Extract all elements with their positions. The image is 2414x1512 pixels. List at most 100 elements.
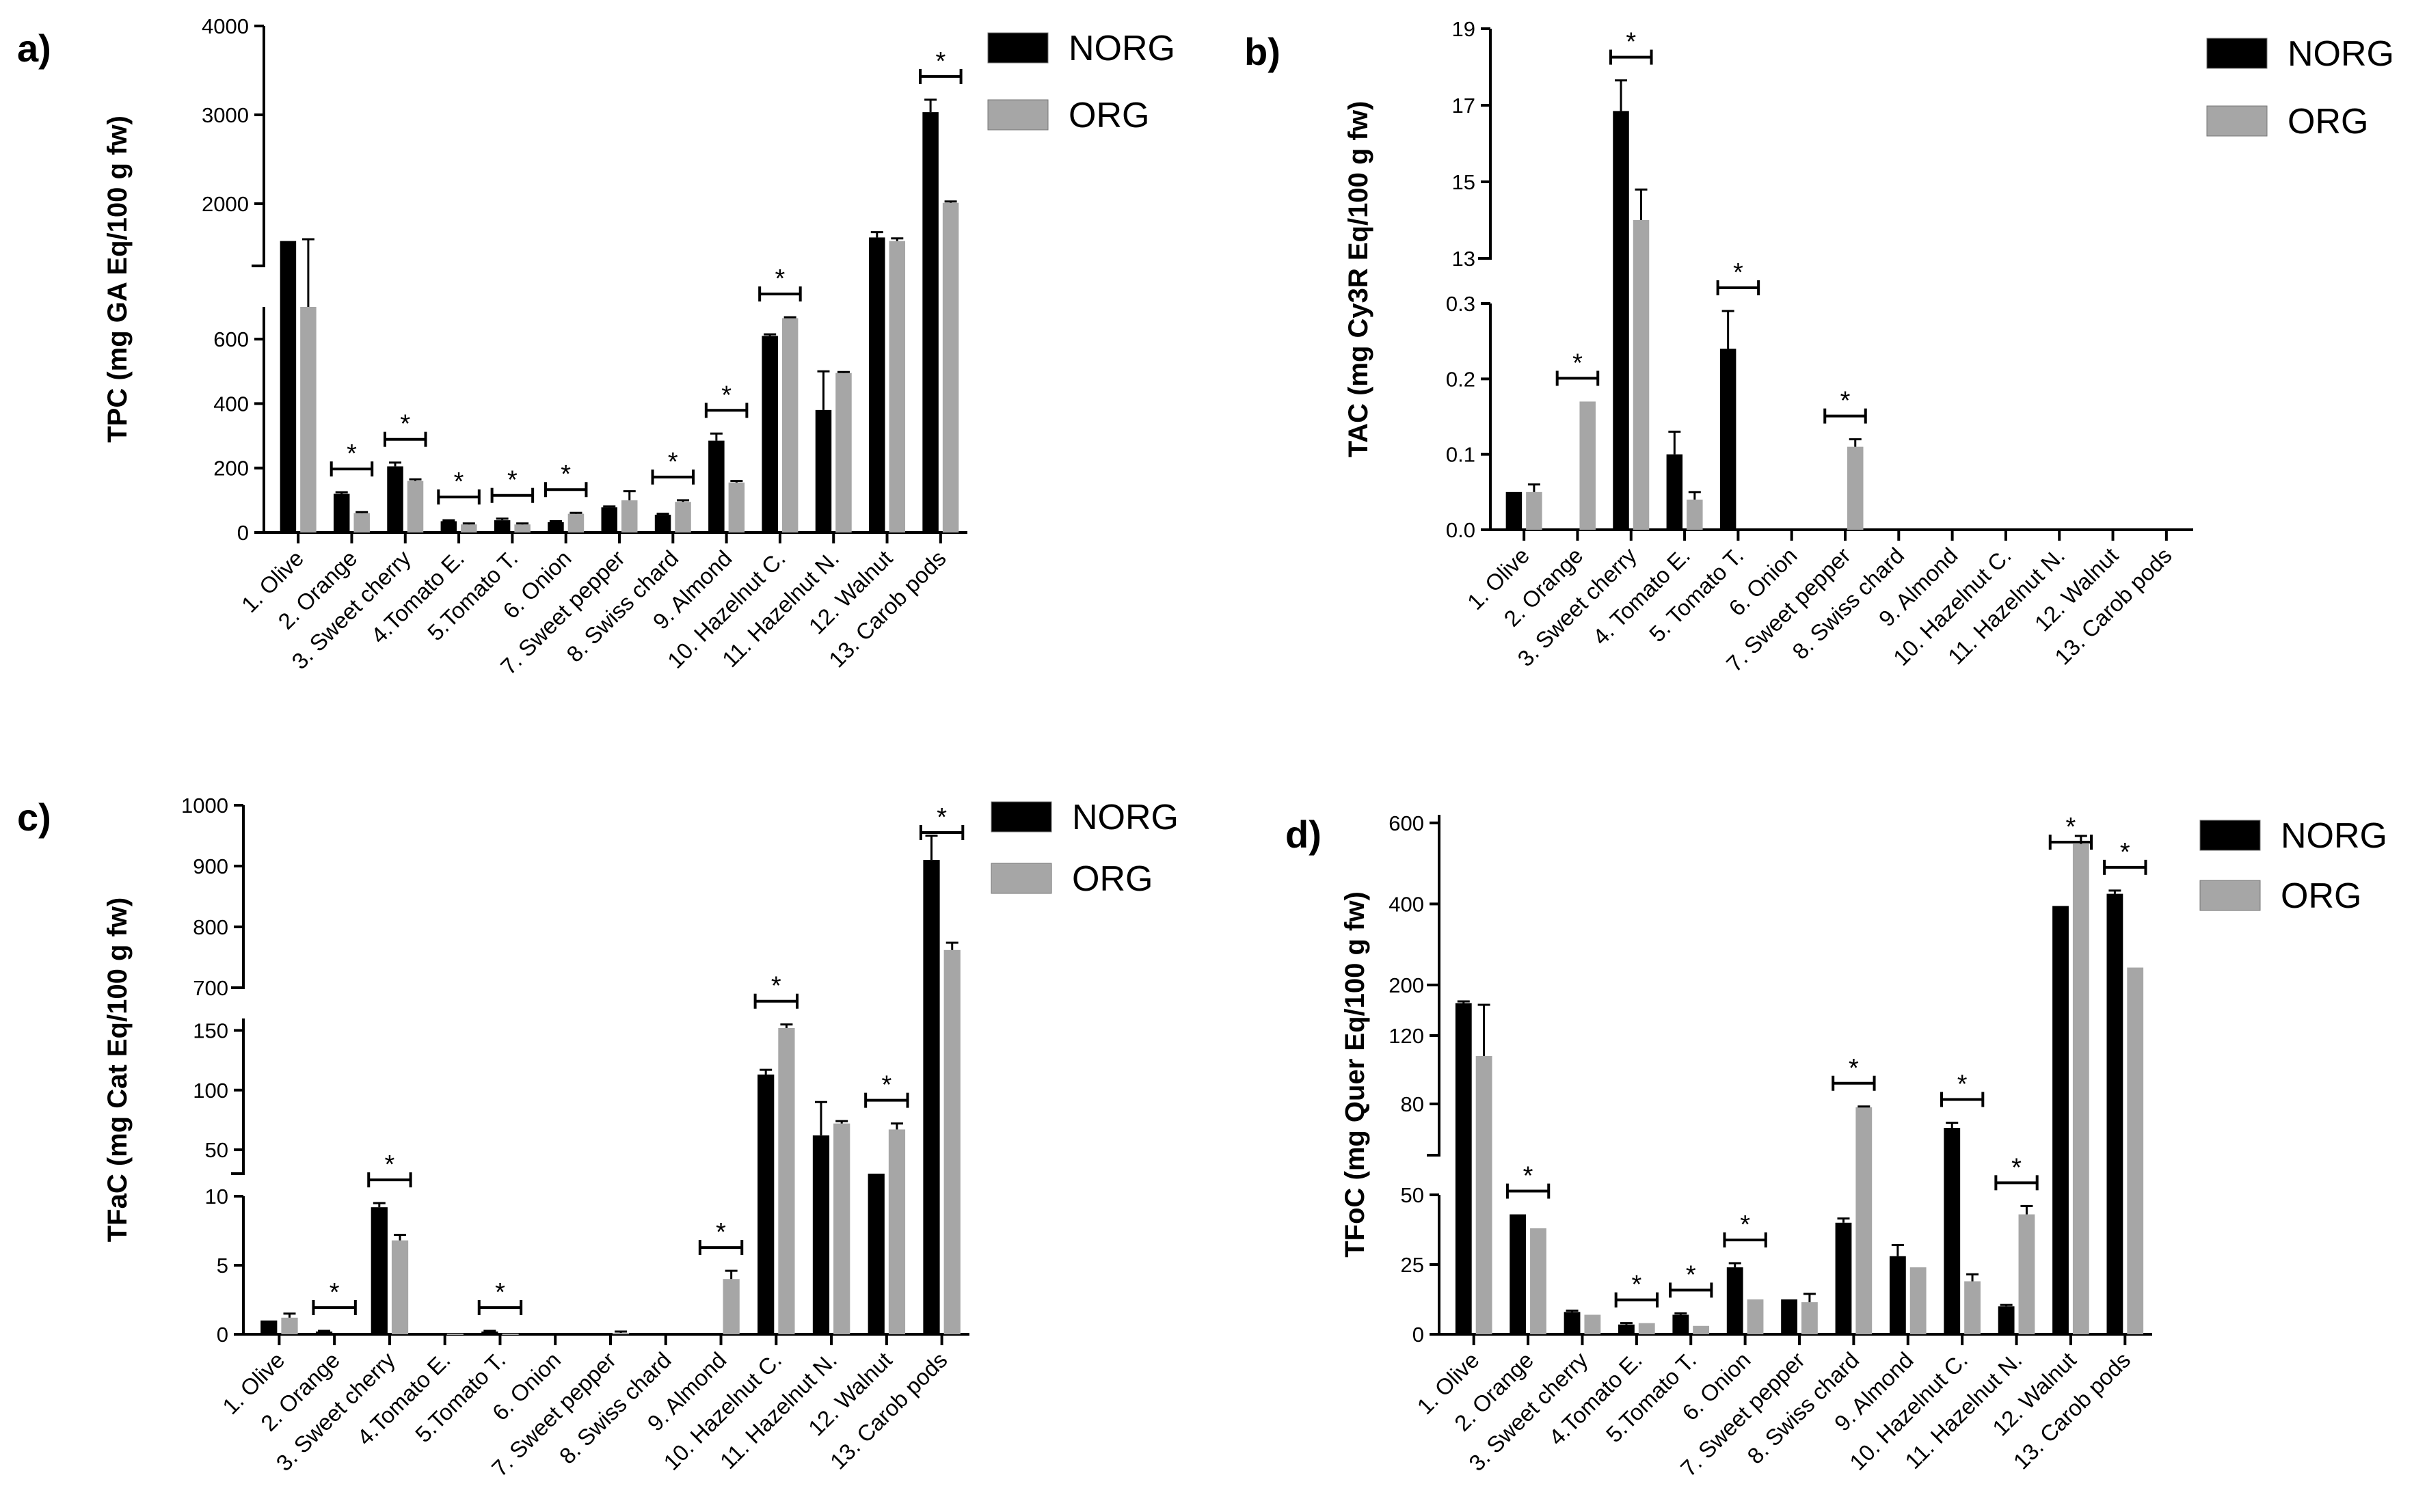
- bar-norg: [1672, 1314, 1689, 1334]
- bar-org: [1579, 401, 1596, 530]
- bar-org: [446, 1333, 464, 1335]
- bar-org: [502, 1333, 519, 1335]
- bar-norg: [757, 1075, 775, 1334]
- bar-org: [1475, 1056, 1492, 1334]
- legend-label-norg: NORG: [2288, 34, 2394, 74]
- y-tick-label: 200: [213, 457, 249, 481]
- y-tick-label: 0.1: [1446, 443, 1475, 467]
- bar-org: [833, 1123, 850, 1334]
- bar-norg: [1505, 491, 1523, 530]
- bar-norg: [2052, 906, 2069, 1334]
- bar-org: [1633, 220, 1650, 530]
- y-tick-label: 13: [1452, 247, 1475, 271]
- bar-org: [300, 307, 317, 532]
- y-tick-label: 0: [237, 521, 249, 545]
- legend-swatch-norg: [987, 32, 1049, 64]
- legend-swatch-norg: [2199, 820, 2261, 851]
- bar-norg: [481, 1331, 498, 1334]
- y-tick-label: 600: [1389, 811, 1424, 835]
- significance-star: *: [1733, 258, 1743, 287]
- legend-label-org: ORG: [2281, 876, 2361, 916]
- bar-org: [281, 1317, 298, 1334]
- bar-norg: [869, 237, 885, 532]
- y-tick-label: 120: [1389, 1024, 1424, 1048]
- bar-org: [2127, 967, 2144, 1334]
- bar-norg: [654, 515, 671, 532]
- y-tick-label: 19: [1452, 17, 1475, 41]
- significance-star: *: [1849, 1054, 1859, 1083]
- legend-label-norg: NORG: [2281, 816, 2387, 856]
- chart-panel-c: c) TFaC (mg Cat Eq/100 g fw) 0 5 10 50 100 150 7…: [17, 794, 1179, 1481]
- significance-star: *: [2011, 1153, 2022, 1182]
- bar-norg: [1719, 349, 1736, 530]
- bar-norg: [494, 520, 511, 532]
- y-tick-label: 3000: [202, 103, 249, 127]
- chart-panel-a: a) TPC (mg GA Eq/100 g fw) 0 200 400 600 2000 3…: [17, 14, 1175, 679]
- y-tick-label: 5: [217, 1254, 228, 1278]
- significance-star: *: [1740, 1211, 1750, 1239]
- y-tick-label: 50: [205, 1138, 228, 1162]
- significance-star: *: [1523, 1162, 1533, 1191]
- bar-norg: [280, 241, 297, 532]
- y-tick-label: 0: [1412, 1323, 1424, 1347]
- bar-org: [835, 373, 852, 532]
- legend-label-org: ORG: [1072, 859, 1153, 899]
- bar-norg: [1666, 454, 1683, 530]
- significance-star: *: [400, 410, 410, 439]
- bar-org: [407, 481, 424, 532]
- bar-norg: [922, 112, 939, 533]
- bar-norg: [815, 409, 832, 532]
- legend-swatch-norg: [991, 801, 1052, 833]
- bar-norg: [387, 466, 403, 532]
- bar-org: [728, 482, 745, 532]
- bar-org: [1638, 1323, 1655, 1334]
- y-tick-label: 80: [1401, 1092, 1424, 1116]
- y-tick-label: 0: [217, 1323, 228, 1347]
- legend-label-norg: NORG: [1069, 29, 1175, 68]
- y-axis-title: TFaC (mg Cat Eq/100 g fw): [103, 897, 133, 1243]
- legend-swatch-org: [987, 99, 1049, 131]
- significance-star: *: [1626, 28, 1636, 57]
- y-tick-label: 0.2: [1446, 367, 1475, 391]
- bar-norg: [333, 494, 350, 532]
- bar-org: [1909, 1267, 1927, 1334]
- bar-org: [1747, 1299, 1764, 1334]
- y-tick-label: 50: [1401, 1183, 1424, 1207]
- y-tick-label: 15: [1452, 170, 1475, 194]
- bar-org: [2018, 1214, 2035, 1334]
- bar-norg: [1944, 1128, 1961, 1334]
- significance-star: *: [507, 466, 518, 495]
- significance-star: *: [771, 972, 781, 1001]
- y-tick-label: 900: [193, 854, 228, 878]
- significance-star: *: [347, 440, 357, 468]
- chart-panel-d: d) TFoC (mg Quer Eq/100 g fw) 0 25 50 80 120 20…: [1285, 811, 2387, 1481]
- significance-star: *: [2120, 838, 2130, 867]
- bar-norg: [371, 1207, 388, 1334]
- legend-label-org: ORG: [1069, 96, 1149, 135]
- significance-star: *: [775, 265, 786, 293]
- significance-star: *: [1572, 349, 1583, 377]
- y-tick-label: 150: [193, 1018, 228, 1042]
- significance-star: *: [935, 47, 946, 76]
- significance-star: *: [385, 1150, 395, 1179]
- bar-norg: [426, 1333, 443, 1335]
- legend-swatch-norg: [2206, 38, 2268, 69]
- bar-org: [621, 500, 638, 532]
- significance-star: *: [330, 1278, 340, 1307]
- bar-org: [778, 1027, 795, 1334]
- bar-org: [1847, 446, 1864, 530]
- bar-norg: [708, 440, 725, 532]
- y-tick-label: 600: [213, 327, 249, 351]
- bar-org: [567, 513, 585, 532]
- panel-label: d): [1285, 813, 1322, 856]
- y-tick-label: 800: [193, 915, 228, 939]
- bar-norg: [591, 1333, 608, 1335]
- bar-norg: [1613, 111, 1629, 530]
- bar-org: [781, 318, 799, 532]
- bar-norg: [812, 1135, 830, 1334]
- panel-label: a): [17, 27, 51, 70]
- y-tick-label: 700: [193, 976, 228, 1000]
- bar-org: [1530, 1228, 1546, 1334]
- bar-org: [1801, 1302, 1818, 1334]
